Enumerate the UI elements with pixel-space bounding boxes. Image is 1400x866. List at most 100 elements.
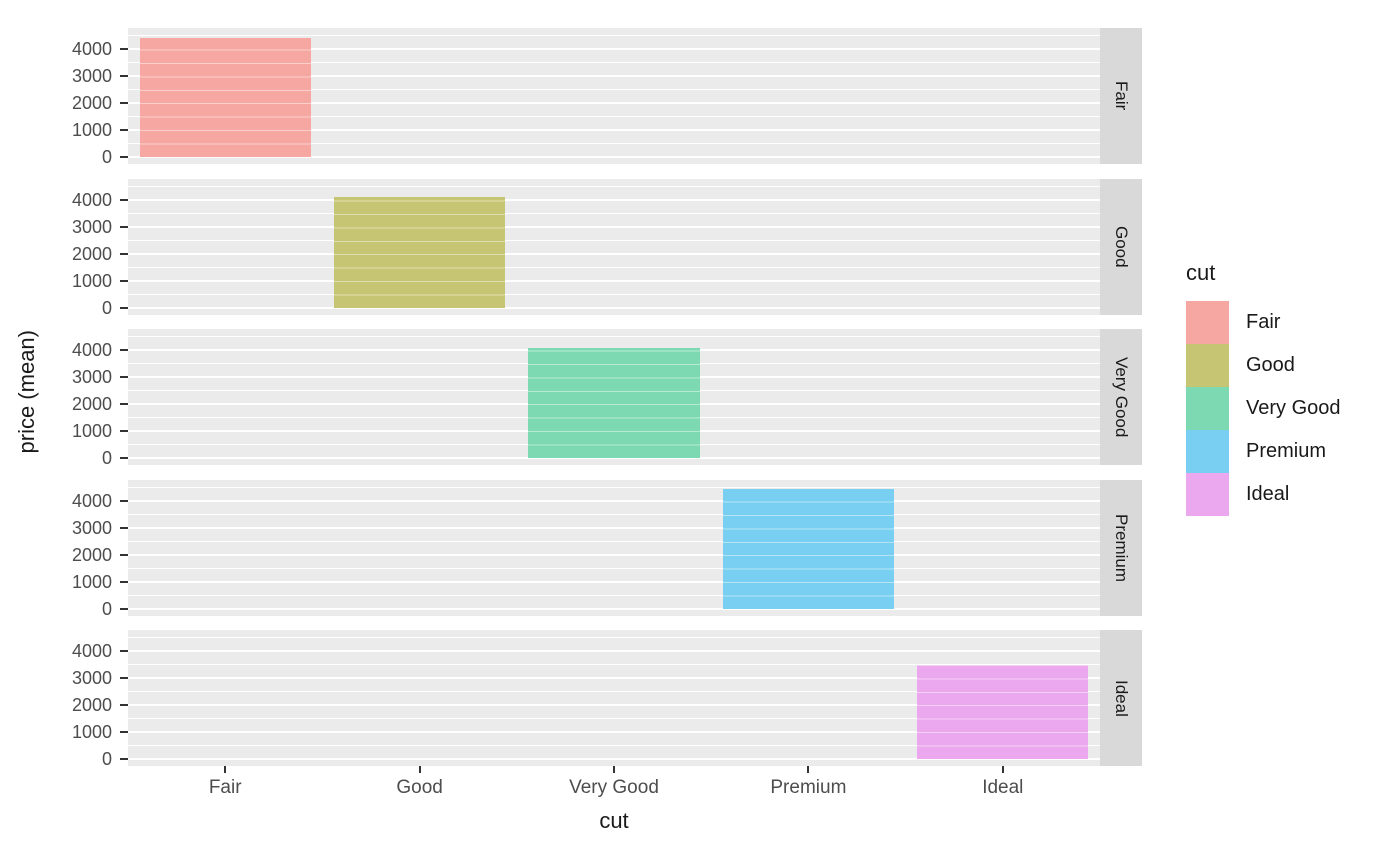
y-tick-label: 2000 [71, 243, 112, 264]
gridline-major [128, 75, 1100, 78]
y-tick-label: 2000 [71, 544, 112, 565]
gridline-major [128, 252, 1100, 255]
facet-strip-premium: Premium [1100, 480, 1142, 616]
gridline-major [128, 155, 1100, 158]
gridline-major [128, 306, 1100, 309]
y-tick-label: 4000 [71, 340, 112, 361]
gridline-minor [128, 293, 1100, 295]
gridline-minor [128, 691, 1100, 693]
y-tick-mark [120, 252, 128, 255]
facet-strip-label: Fair [1112, 81, 1131, 111]
y-tick-mark [120, 650, 128, 653]
legend-item-label: Fair [1246, 311, 1281, 333]
y-tick-mark [120, 429, 128, 432]
y-tick-label: 1000 [71, 571, 112, 592]
gridline-major [128, 703, 1100, 706]
legend-swatch-good [1186, 344, 1229, 387]
legend-swatch-ideal [1186, 473, 1229, 516]
y-tick-label: 3000 [71, 518, 112, 539]
x-axis-title: cut [599, 808, 629, 833]
bar-premium [722, 489, 894, 609]
legend-item-ideal: Ideal [1186, 473, 1341, 516]
y-tick-label: 0 [101, 598, 112, 619]
gridline-major [128, 456, 1100, 459]
y-tick-mark [120, 456, 128, 459]
facet-strip-very-good: Very Good [1100, 329, 1142, 465]
panel-good [128, 179, 1100, 315]
legend-item-premium: Premium [1186, 430, 1341, 473]
x-tick-label-good: Good [396, 777, 443, 798]
gridline-minor [128, 717, 1100, 719]
legend: cut Fair Good Very Good Premium Ideal [1186, 260, 1341, 516]
y-tick-mark [120, 527, 128, 530]
legend-swatch-premium [1186, 430, 1229, 473]
x-tick-label-ideal: Ideal [982, 777, 1024, 798]
bar-very-good [528, 348, 700, 458]
facet-strip-label: Ideal [1112, 679, 1131, 717]
y-tick-mark [120, 226, 128, 229]
facet-strip-fair: Fair [1100, 28, 1142, 164]
y-tick-mark [120, 101, 128, 104]
gridline-minor [128, 664, 1100, 666]
y-tick-label: 4000 [71, 641, 112, 662]
legend-swatch-very-good [1186, 387, 1229, 430]
x-tick-mark [418, 766, 421, 773]
y-tick-mark [120, 376, 128, 379]
legend-items: Fair Good Very Good Premium Ideal [1186, 301, 1341, 516]
y-tick-label: 2000 [71, 694, 112, 715]
gridline-minor [128, 115, 1100, 117]
gridline-minor [128, 62, 1100, 64]
gridline-major [128, 279, 1100, 282]
gridline-minor [128, 186, 1100, 188]
y-tick-label: 1000 [71, 119, 112, 140]
legend-swatch-fair [1186, 301, 1229, 344]
legend-item-good: Good [1186, 344, 1341, 387]
legend-item-label: Very Good [1246, 397, 1341, 419]
x-tick-mark [613, 766, 615, 773]
y-tick-label: 1000 [71, 270, 112, 291]
y-tick-label: 4000 [71, 491, 112, 512]
x-tick-label-very-good: Very Good [569, 777, 659, 798]
facet-row-good: 0 1000 2000 3000 4000 Good [0, 179, 1400, 318]
legend-item-very-good: Very Good [1186, 387, 1341, 430]
y-tick-mark [120, 730, 128, 733]
x-tick-label-premium: Premium [770, 777, 847, 798]
gridline-major [128, 527, 1100, 530]
y-tick-label: 0 [101, 297, 112, 318]
gridline-minor [128, 336, 1100, 338]
y-tick-label: 3000 [71, 668, 112, 689]
y-tick-mark [120, 306, 128, 309]
gridline-major [128, 101, 1100, 104]
x-tick-mark [224, 766, 227, 773]
facet-row-ideal: 0 1000 2000 3000 4000 Ideal [0, 630, 1400, 769]
y-tick-mark [120, 402, 128, 405]
facet-strip-good: Good [1100, 179, 1142, 315]
gridline-major [128, 757, 1100, 760]
facet-strip-label: Premium [1112, 513, 1131, 582]
gridline-minor [128, 594, 1100, 596]
y-tick-mark [120, 155, 128, 158]
gridline-major [128, 500, 1100, 503]
y-tick-label: 0 [101, 146, 112, 167]
gridline-major [128, 226, 1100, 229]
y-tick-mark [120, 75, 128, 78]
y-tick-mark [120, 349, 128, 352]
x-tick-label-fair: Fair [208, 777, 242, 798]
y-tick-mark [120, 757, 128, 760]
gridline-minor [128, 637, 1100, 639]
facet-row-premium: 0 1000 2000 3000 4000 Premium [0, 480, 1400, 619]
panel-fair [128, 28, 1100, 164]
legend-title: cut [1186, 260, 1216, 285]
gridline-major [128, 730, 1100, 733]
y-tick-label: 3000 [71, 66, 112, 87]
gridline-minor [128, 89, 1100, 91]
legend-item-label: Premium [1246, 440, 1327, 462]
y-tick-mark [120, 279, 128, 282]
y-tick-label: 4000 [71, 39, 112, 60]
gridline-minor [128, 541, 1100, 543]
bar-ideal [917, 664, 1089, 759]
facet-row-fair: 0 1000 2000 3000 4000 Fair [0, 28, 1400, 167]
gridline-minor [128, 240, 1100, 242]
gridline-major [128, 607, 1100, 610]
